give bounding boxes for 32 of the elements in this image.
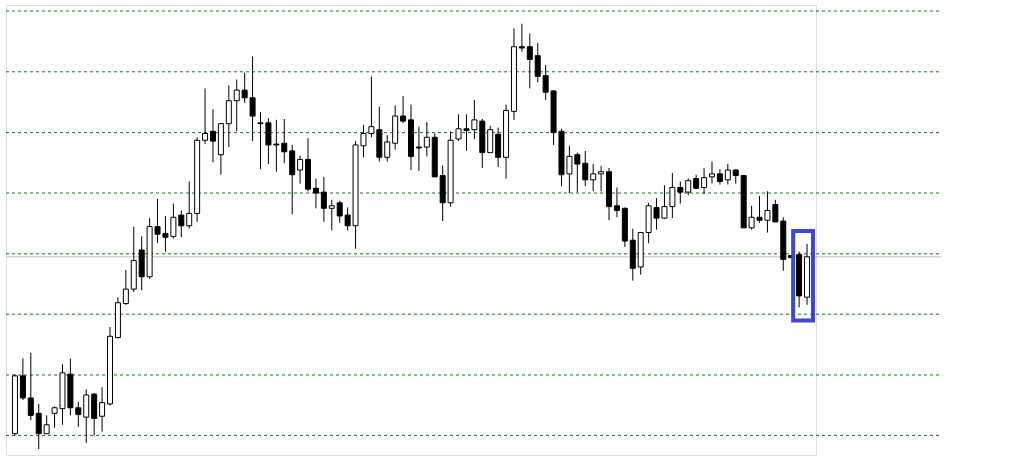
candlestick bbox=[534, 42, 541, 83]
candlestick bbox=[202, 87, 209, 145]
candlestick bbox=[487, 125, 494, 154]
candlestick bbox=[289, 144, 296, 215]
candlestick bbox=[19, 357, 26, 401]
candlestick bbox=[122, 269, 129, 306]
candlestick bbox=[312, 178, 319, 209]
candlestick bbox=[320, 176, 327, 223]
candlestick bbox=[400, 95, 407, 124]
candlestick bbox=[27, 352, 34, 421]
candlestick bbox=[423, 121, 430, 157]
candlestick bbox=[225, 84, 232, 148]
candlestick bbox=[297, 155, 304, 185]
candlestick bbox=[724, 163, 731, 185]
candlestick bbox=[518, 23, 525, 53]
candlestick bbox=[209, 108, 216, 163]
candlestick bbox=[495, 127, 502, 168]
candlestick bbox=[99, 386, 106, 433]
candlestick bbox=[526, 33, 533, 89]
candlestick bbox=[590, 163, 597, 192]
candlestick bbox=[328, 199, 335, 231]
candlestick bbox=[384, 134, 391, 163]
candlestick bbox=[281, 118, 288, 164]
candlestick bbox=[186, 181, 193, 230]
candlestick bbox=[598, 165, 605, 192]
candlestick bbox=[233, 78, 240, 132]
candlestick bbox=[582, 150, 589, 187]
candlestick bbox=[701, 167, 708, 195]
candlestick bbox=[415, 126, 422, 172]
candlestick bbox=[83, 388, 90, 444]
candlestick bbox=[708, 161, 715, 185]
candlestick bbox=[613, 186, 620, 218]
